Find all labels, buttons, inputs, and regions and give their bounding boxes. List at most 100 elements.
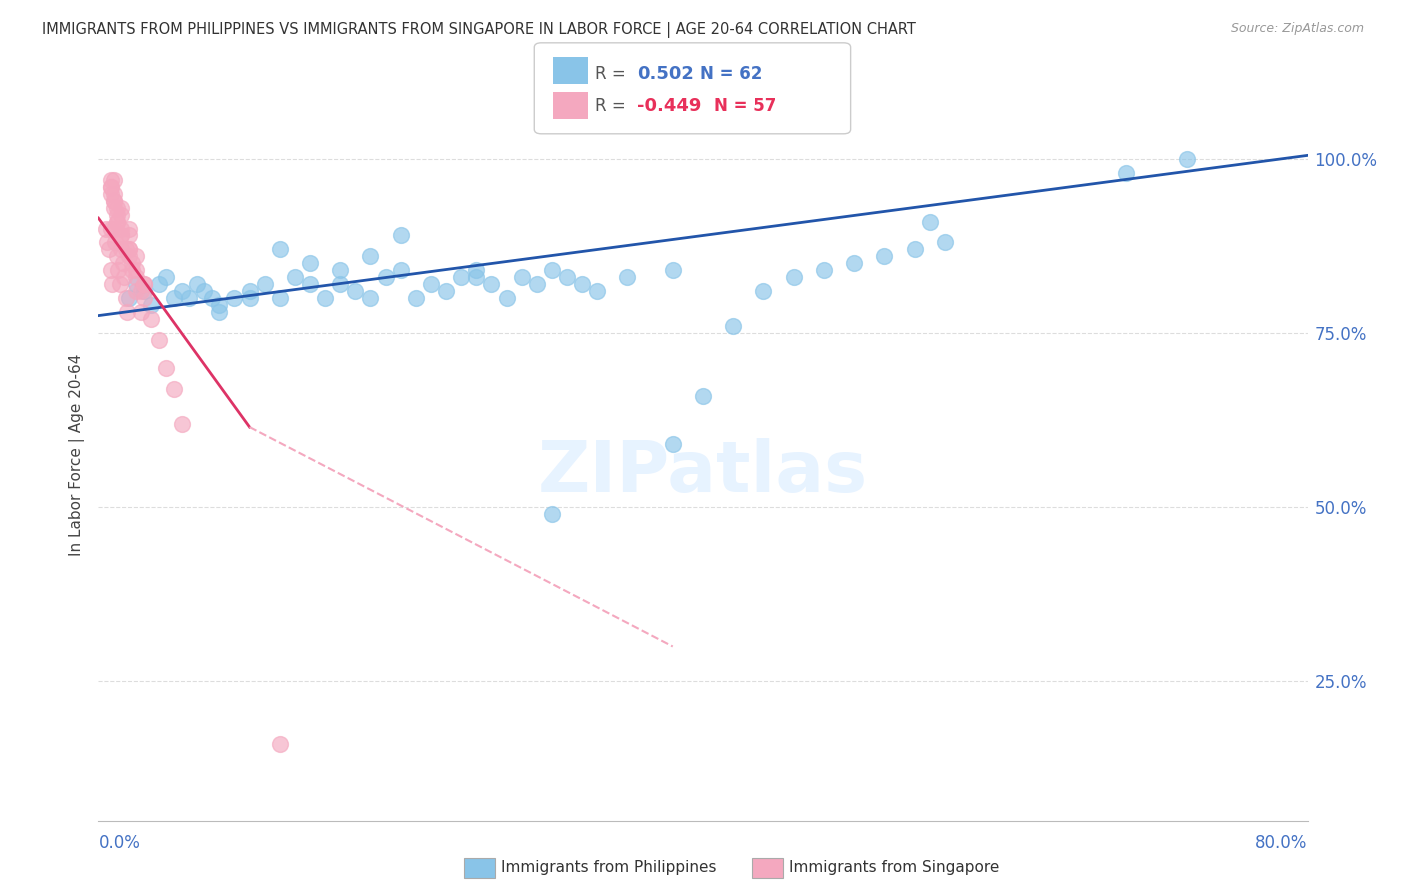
- Point: [114, 243, 136, 257]
- Point: [105, 249, 128, 263]
- Point: [389, 263, 412, 277]
- Point: [170, 417, 193, 431]
- Point: [844, 256, 866, 270]
- Point: [98, 243, 121, 257]
- Text: ZIPatlas: ZIPatlas: [538, 438, 868, 508]
- Point: [918, 214, 941, 228]
- Point: [100, 173, 122, 187]
- Point: [269, 737, 291, 751]
- Point: [103, 186, 125, 201]
- Point: [118, 221, 141, 235]
- Point: [110, 208, 132, 222]
- Text: -0.449: -0.449: [637, 97, 702, 115]
- Point: [141, 312, 163, 326]
- Point: [586, 284, 609, 298]
- Point: [118, 243, 141, 257]
- Point: [110, 201, 132, 215]
- Point: [103, 201, 125, 215]
- Point: [100, 221, 122, 235]
- Point: [121, 256, 143, 270]
- Point: [107, 263, 129, 277]
- Point: [299, 256, 322, 270]
- Point: [360, 291, 382, 305]
- Point: [616, 270, 638, 285]
- Point: [101, 277, 124, 292]
- Point: [103, 173, 125, 187]
- Text: N = 57: N = 57: [714, 97, 776, 115]
- Point: [110, 221, 132, 235]
- Point: [121, 263, 143, 277]
- Point: [125, 263, 148, 277]
- Text: 0.502: 0.502: [637, 64, 693, 83]
- Text: Source: ZipAtlas.com: Source: ZipAtlas.com: [1230, 22, 1364, 36]
- Point: [284, 270, 307, 285]
- Point: [208, 298, 231, 312]
- Point: [314, 291, 336, 305]
- Text: Immigrants from Singapore: Immigrants from Singapore: [789, 861, 1000, 875]
- Point: [100, 186, 122, 201]
- Point: [662, 263, 685, 277]
- Point: [115, 305, 138, 319]
- Point: [239, 284, 262, 298]
- Point: [132, 284, 155, 298]
- Point: [118, 228, 141, 243]
- Point: [813, 263, 835, 277]
- Point: [1115, 166, 1137, 180]
- Point: [108, 277, 131, 292]
- Point: [163, 382, 186, 396]
- Point: [141, 298, 163, 312]
- Point: [125, 249, 148, 263]
- Text: 0.0%: 0.0%: [98, 834, 141, 852]
- Text: Immigrants from Philippines: Immigrants from Philippines: [501, 861, 716, 875]
- Point: [374, 270, 396, 285]
- Y-axis label: In Labor Force | Age 20-64: In Labor Force | Age 20-64: [69, 354, 84, 556]
- Point: [148, 333, 170, 347]
- Point: [329, 277, 352, 292]
- Point: [155, 270, 177, 285]
- Point: [104, 235, 127, 250]
- Point: [269, 243, 291, 257]
- Point: [114, 291, 136, 305]
- Point: [129, 305, 152, 319]
- Point: [783, 270, 806, 285]
- Point: [103, 194, 125, 208]
- Point: [110, 228, 132, 243]
- Point: [253, 277, 276, 292]
- Point: [495, 291, 517, 305]
- Point: [224, 291, 246, 305]
- Point: [526, 277, 548, 292]
- Point: [125, 277, 148, 292]
- Point: [110, 243, 132, 257]
- Point: [103, 221, 125, 235]
- Point: [329, 263, 352, 277]
- Text: R =: R =: [595, 64, 626, 83]
- Point: [420, 277, 443, 292]
- Point: [170, 284, 193, 298]
- Point: [125, 284, 148, 298]
- Point: [105, 208, 128, 222]
- Point: [105, 214, 128, 228]
- Point: [112, 270, 135, 285]
- Point: [103, 194, 125, 208]
- Point: [555, 270, 578, 285]
- Point: [100, 263, 122, 277]
- Point: [186, 277, 208, 292]
- Point: [110, 228, 132, 243]
- Point: [934, 235, 956, 250]
- Point: [111, 256, 134, 270]
- Point: [100, 179, 122, 194]
- Point: [105, 214, 128, 228]
- Point: [118, 291, 141, 305]
- Point: [201, 291, 224, 305]
- Point: [450, 270, 472, 285]
- Point: [132, 277, 155, 292]
- Point: [155, 360, 177, 375]
- Point: [723, 319, 745, 334]
- Point: [208, 305, 231, 319]
- Point: [692, 389, 714, 403]
- Point: [571, 277, 593, 292]
- Point: [510, 270, 533, 285]
- Point: [465, 263, 488, 277]
- Point: [465, 270, 488, 285]
- Text: R =: R =: [595, 97, 626, 115]
